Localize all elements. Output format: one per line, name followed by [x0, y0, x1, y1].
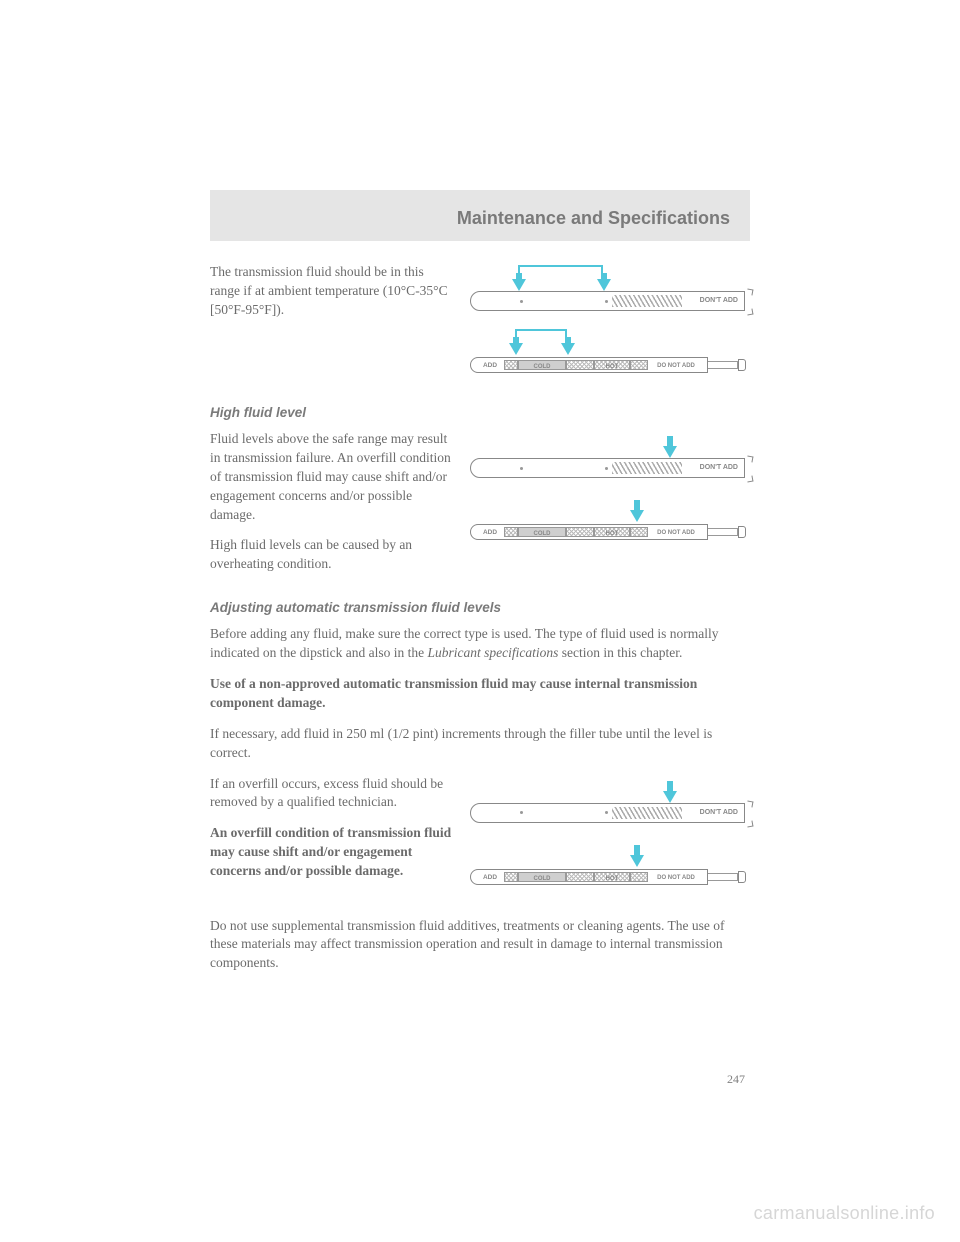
section3-para4: If an overfill occurs, excess fluid shou… — [210, 775, 455, 813]
stick-label-donotadd-6: DO NOT ADD — [648, 872, 704, 884]
stick-label-add: ADD — [478, 360, 502, 372]
adjusting-heading: Adjusting automatic transmission fluid l… — [210, 600, 750, 615]
section3-para1: Before adding any fluid, make sure the c… — [210, 625, 750, 663]
stick-label-hot: HOT — [594, 360, 630, 370]
page-title: Maintenance and Specifications — [230, 208, 730, 229]
dipstick-diagram-5: DON'T ADD — [470, 775, 750, 829]
stick-label-hot-6: HOT — [594, 872, 630, 882]
stick-label-cold-4: COLD — [518, 527, 566, 537]
stick-label-dont-add-5: DON'T ADD — [700, 809, 738, 816]
dipstick-diagram-1: DON'T ADD — [470, 263, 750, 317]
stick-label-hot-4: HOT — [594, 527, 630, 537]
section1-para1: The transmission fluid should be in this… — [210, 263, 455, 320]
stick-label-dont-add: DON'T ADD — [700, 297, 738, 304]
stick-label-cold: COLD — [518, 360, 566, 370]
dipstick-diagram-4: ADD COLD HOT DO NOT ADD — [470, 494, 750, 548]
dipstick-diagram-3: DON'T ADD — [470, 430, 750, 484]
section2-para2: High fluid levels can be caused by an ov… — [210, 536, 455, 574]
section3-para5: An overfill condition of transmission fl… — [210, 824, 455, 881]
header-bar: Maintenance and Specifications — [210, 190, 750, 241]
section3-para6: Do not use supplemental transmission flu… — [210, 917, 750, 974]
section3-para2: Use of a non-approved automatic transmis… — [210, 675, 750, 713]
section2-para1: Fluid levels above the safe range may re… — [210, 430, 455, 524]
high-fluid-heading: High fluid level — [210, 405, 750, 420]
dipstick-diagram-6: ADD COLD HOT DO NOT ADD — [470, 839, 750, 893]
stick-label-add-4: ADD — [478, 527, 502, 539]
stick-label-add-6: ADD — [478, 872, 502, 884]
stick-label-dont-add-3: DON'T ADD — [700, 464, 738, 471]
dipstick-diagram-2: ADD COLD HOT DO NOT ADD — [470, 327, 750, 381]
page-number: 247 — [727, 1072, 745, 1087]
stick-label-cold-6: COLD — [518, 872, 566, 882]
section3-para3: If necessary, add fluid in 250 ml (1/2 p… — [210, 725, 750, 763]
stick-label-donotadd-4: DO NOT ADD — [648, 527, 704, 539]
watermark: carmanualsonline.info — [754, 1203, 935, 1224]
stick-label-donotadd: DO NOT ADD — [648, 360, 704, 372]
